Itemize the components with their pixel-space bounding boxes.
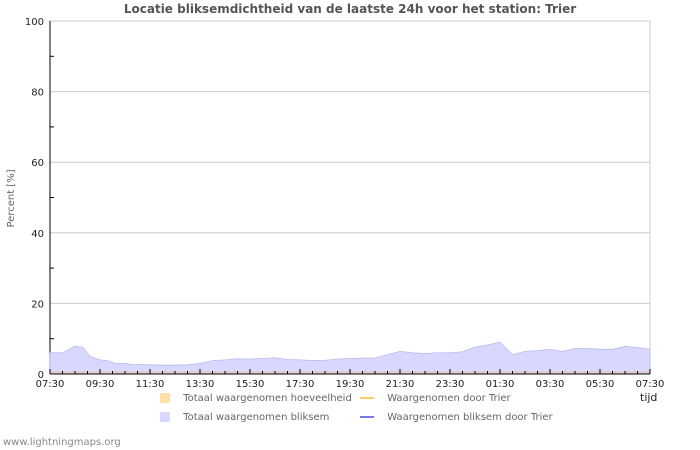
svg-text:0: 0 (38, 370, 44, 381)
footer-link[interactable]: www.lightningmaps.org (3, 437, 121, 448)
legend-line (360, 397, 374, 399)
svg-text:07:30: 07:30 (636, 379, 665, 390)
svg-text:17:30: 17:30 (286, 379, 315, 390)
svg-text:100: 100 (25, 17, 44, 28)
svg-text:60: 60 (31, 158, 44, 169)
svg-text:13:30: 13:30 (186, 379, 215, 390)
svg-text:05:30: 05:30 (586, 379, 615, 390)
svg-text:40: 40 (31, 229, 44, 240)
svg-text:Percent [%]: Percent [%] (6, 169, 17, 227)
svg-text:15:30: 15:30 (236, 379, 265, 390)
svg-text:11:30: 11:30 (136, 379, 165, 390)
svg-text:19:30: 19:30 (336, 379, 365, 390)
svg-text:01:30: 01:30 (486, 379, 515, 390)
legend-item-trier-lightning: Waargenomen bliksem door Trier (360, 412, 553, 423)
legend-line (360, 416, 374, 418)
svg-text:23:30: 23:30 (436, 379, 465, 390)
legend-swatch (160, 393, 170, 403)
svg-text:20: 20 (31, 299, 44, 310)
svg-text:03:30: 03:30 (536, 379, 565, 390)
chart-title: Locatie bliksemdichtheid van de laatste … (123, 2, 577, 16)
legend-item-total-lightning: Totaal waargenomen bliksem (160, 412, 329, 423)
legend-item-total-count: Totaal waargenomen hoeveelheid (160, 393, 352, 404)
svg-text:tijd: tijd (640, 391, 657, 404)
svg-text:07:30: 07:30 (36, 379, 65, 390)
svg-text:80: 80 (31, 88, 44, 99)
legend-swatch (160, 412, 170, 422)
svg-text:21:30: 21:30 (386, 379, 415, 390)
svg-text:09:30: 09:30 (86, 379, 115, 390)
legend-item-trier: Waargenomen door Trier (360, 393, 511, 404)
